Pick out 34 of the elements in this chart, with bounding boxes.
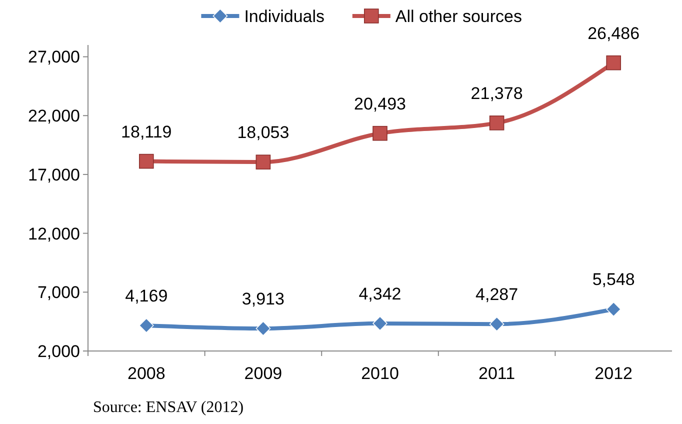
point: [372, 316, 388, 331]
source-note: Source: ENSAV (2012): [93, 399, 244, 416]
point: [372, 126, 388, 141]
x-tick-label: 2012: [594, 364, 633, 383]
point: [489, 116, 504, 130]
x-tick-label: 2011: [478, 364, 516, 383]
data-label: 4,342: [358, 284, 402, 304]
data-label: 21,378: [470, 84, 523, 103]
y-tick-label: 27,000: [28, 48, 80, 67]
data-label: 18,053: [237, 123, 290, 142]
x-tick-label: 2009: [244, 364, 282, 383]
x-tick-label: 2008: [127, 364, 166, 383]
data-label: 20,493: [354, 94, 406, 114]
point: [256, 321, 271, 336]
y-tick-label: 7,000: [37, 283, 80, 302]
y-tick-label: 12,000: [28, 224, 80, 244]
x-tick-label: 2010: [361, 364, 399, 383]
point: [139, 318, 154, 333]
y-tick-label: 22,000: [28, 106, 80, 126]
legend-label: All other sources: [395, 6, 522, 26]
legend-label: Individuals: [244, 6, 325, 26]
point: [606, 55, 621, 70]
data-label: 4,169: [125, 286, 168, 306]
data-label: 18,119: [121, 122, 172, 142]
data-label: 4,287: [476, 285, 518, 304]
data-label: 26,486: [588, 24, 640, 43]
point: [489, 316, 504, 332]
data-label: 5,548: [592, 270, 635, 290]
data-label: 3,913: [242, 289, 284, 308]
point: [256, 154, 271, 170]
y-tick-label: 17,000: [28, 165, 80, 184]
y-tick-label: 2,000: [37, 342, 80, 361]
point: [139, 154, 154, 169]
point: [606, 302, 621, 317]
